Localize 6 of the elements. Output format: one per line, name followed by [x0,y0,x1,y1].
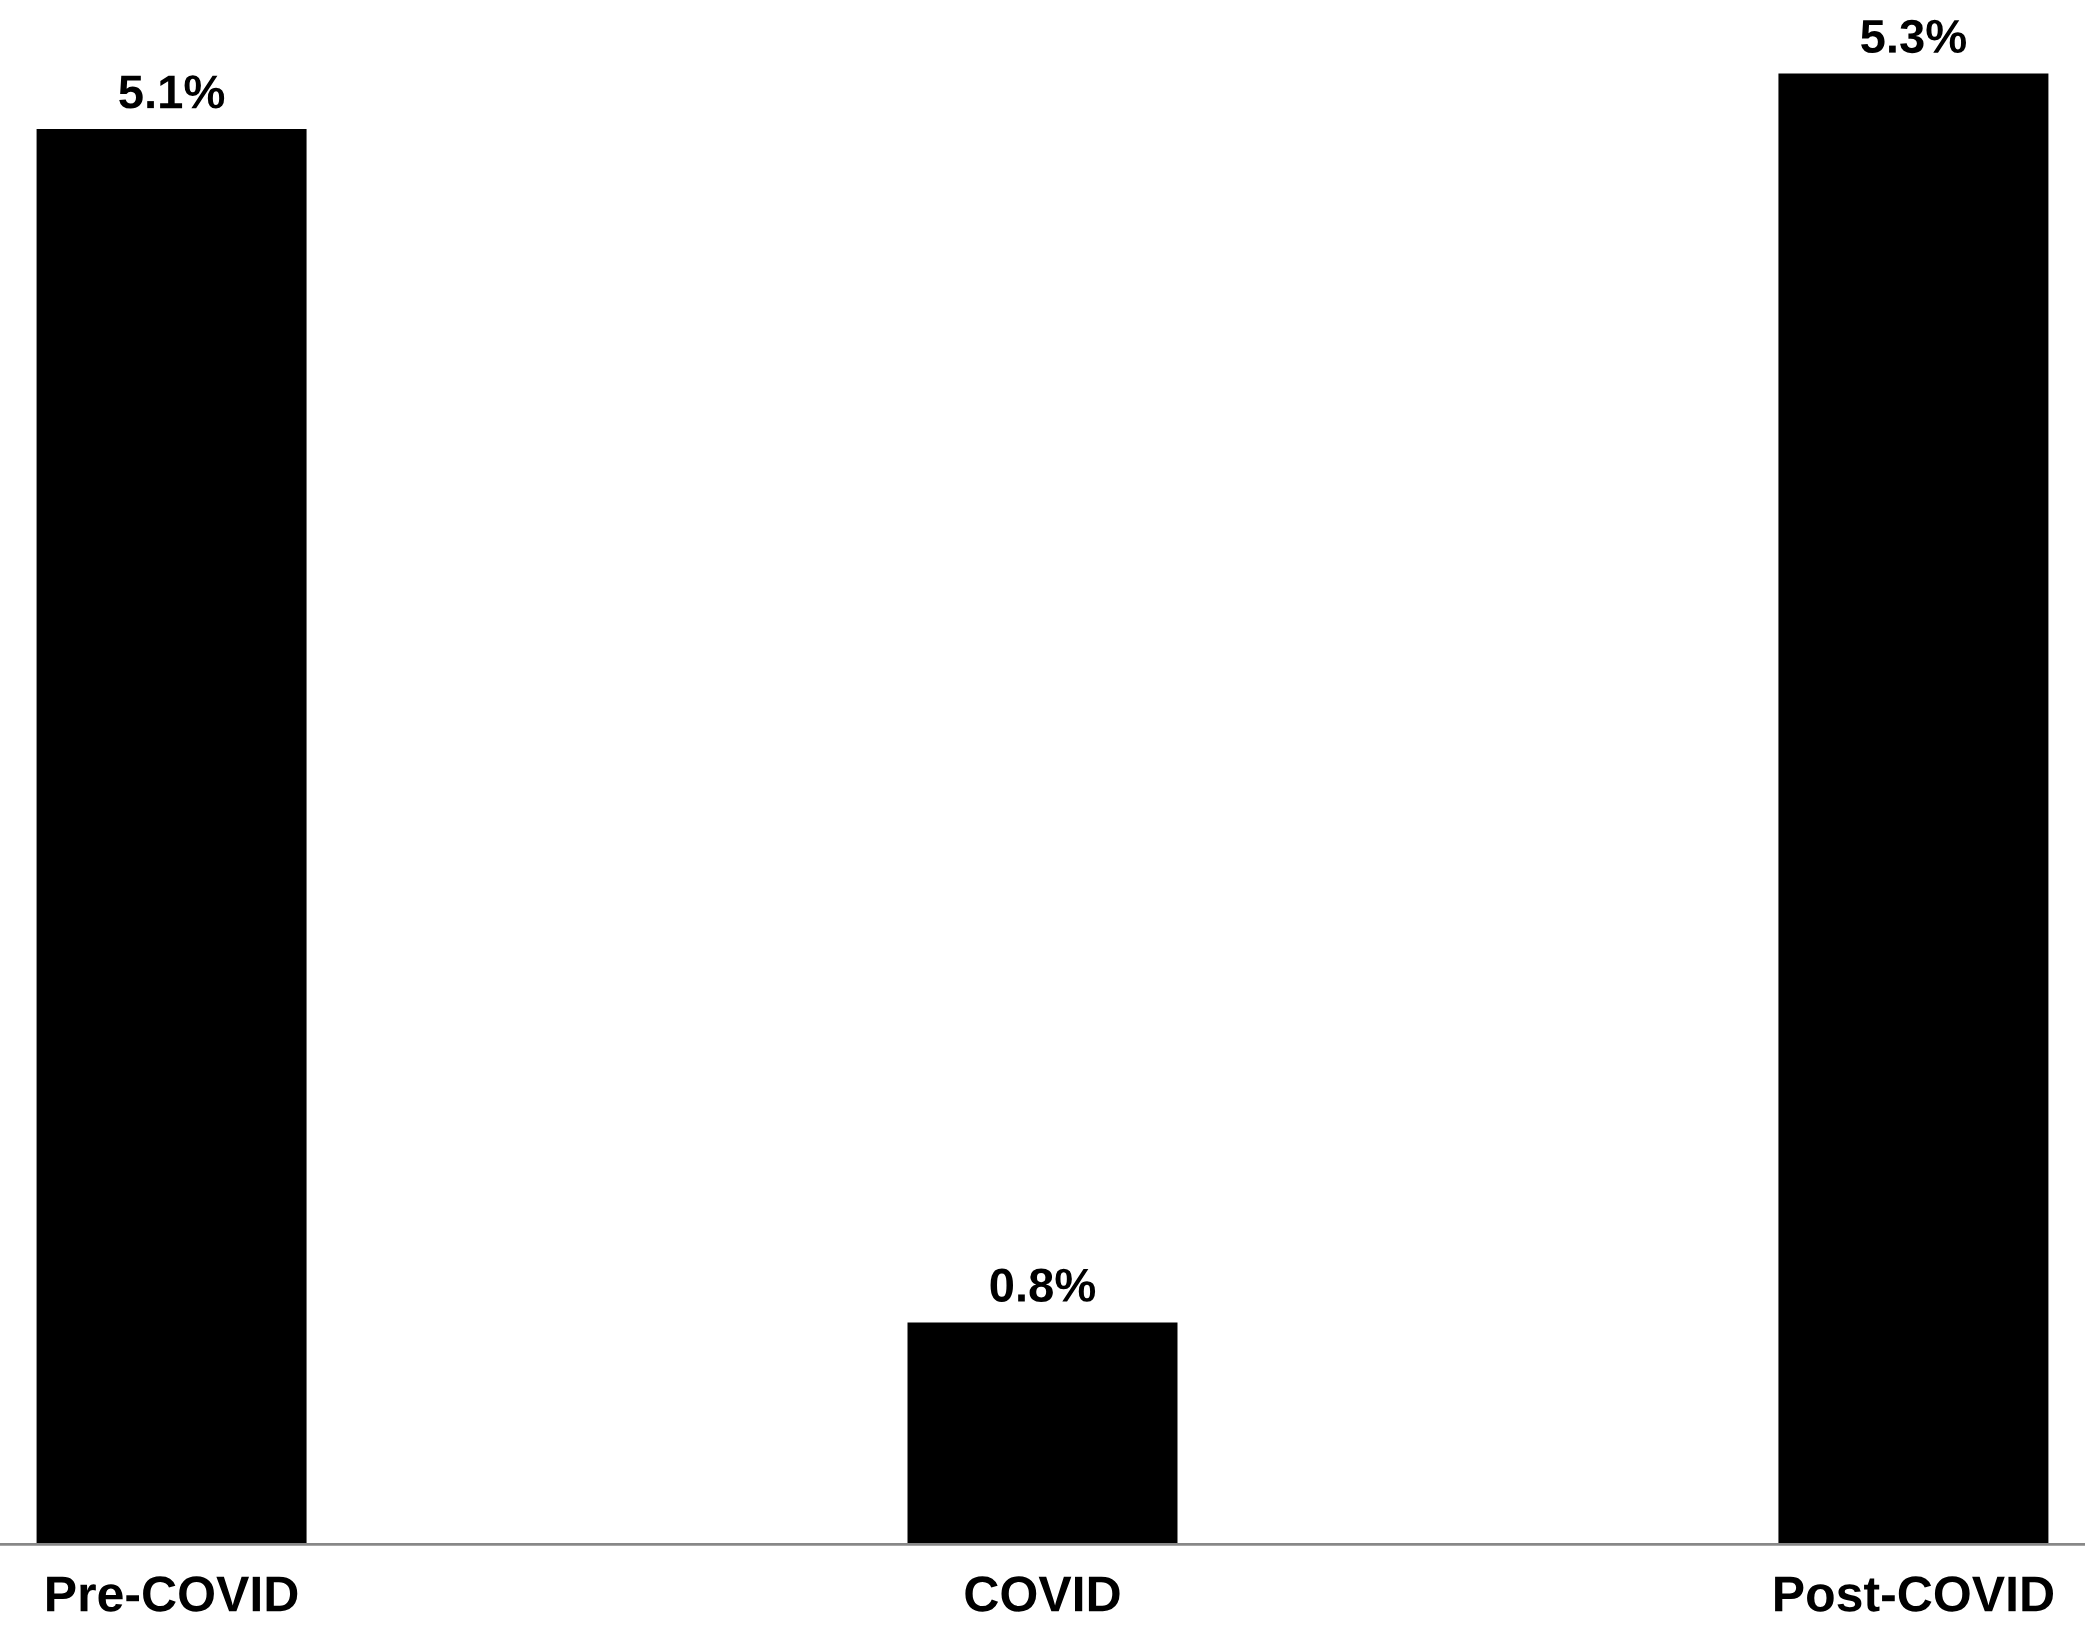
data-label: 0.8% [990,1268,1096,1302]
x-tick-label: Post-COVID [1775,1576,2053,1612]
x-tick-label: COVID [965,1576,1120,1612]
data-label: 5.1% [119,75,225,109]
x-tick-label: Pre-COVID [47,1576,298,1612]
data-label: 5.3% [1861,19,1966,54]
